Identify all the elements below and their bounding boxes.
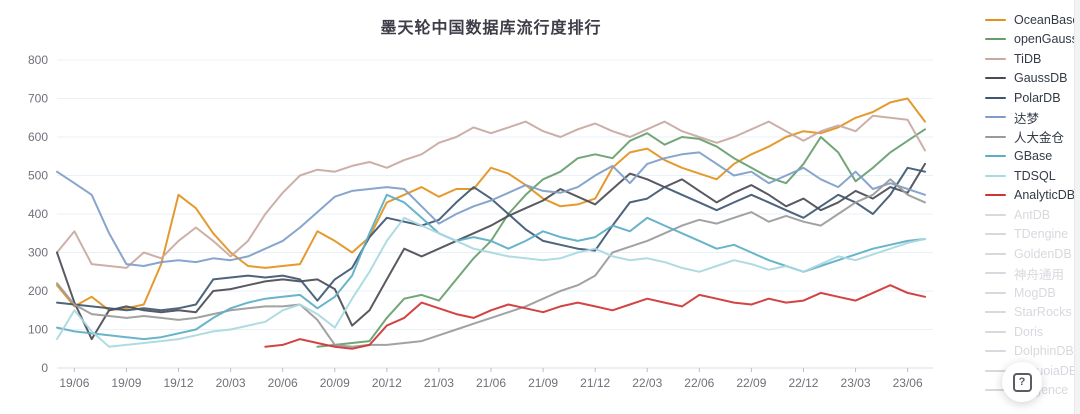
legend-swatch <box>985 194 1006 197</box>
series-line-OceanBase[interactable] <box>56 97 926 312</box>
legend-item-OceanBase[interactable]: OceanBase <box>985 10 1080 30</box>
y-axis-tick-label: 800 <box>28 53 48 67</box>
legend-item-神舟通用[interactable]: 神舟通用 <box>985 264 1077 284</box>
x-axis-tick-label: 19/06 <box>59 376 89 390</box>
series-line-AnalyticDB[interactable] <box>264 284 926 350</box>
legend-label: DolphinDB <box>1014 344 1074 359</box>
legend-swatch <box>985 77 1006 80</box>
legend-item-GBase[interactable]: GBase <box>985 147 1077 167</box>
series-line-openGauss[interactable] <box>316 128 926 348</box>
legend-swatch <box>985 155 1006 158</box>
legend-label: AnalyticDB <box>1014 188 1076 203</box>
legend-label: GaussDB <box>1014 71 1068 86</box>
legend-item-TDSQL[interactable]: TDSQL <box>985 166 1077 186</box>
legend-label: GoldenDB <box>1014 246 1072 261</box>
legend-swatch <box>985 330 1006 333</box>
legend-label: GBase <box>1014 149 1053 164</box>
legend-item-DolphinDB[interactable]: DolphinDB <box>985 342 1077 362</box>
legend-label: openGauss <box>1014 32 1078 47</box>
x-axis-tick-label: 22/12 <box>788 376 818 390</box>
legend-swatch <box>985 369 1006 372</box>
x-axis-tick-label: 20/03 <box>216 376 246 390</box>
legend-item-MogDB[interactable]: MogDB <box>985 283 1077 303</box>
legend-swatch <box>985 272 1006 275</box>
legend-item-TDengine[interactable]: TDengine <box>985 225 1077 245</box>
legend-label: TiDB <box>1014 51 1042 66</box>
legend-swatch <box>985 350 1006 353</box>
x-axis-tick-label: 19/12 <box>164 376 194 390</box>
y-axis-tick-label: 0 <box>41 361 48 375</box>
legend-label: TDSQL <box>1014 168 1056 183</box>
x-axis-tick-label: 21/06 <box>476 376 506 390</box>
legend-swatch <box>985 135 1006 138</box>
legend-label: 达梦 <box>1014 111 1040 126</box>
series-line-TiDB[interactable] <box>56 114 926 269</box>
legend-item-StarRocks[interactable]: StarRocks <box>985 303 1077 323</box>
legend-item-人大金仓[interactable]: 人大金仓 <box>985 127 1077 147</box>
x-axis-tick-label: 22/06 <box>684 376 714 390</box>
legend-swatch <box>985 252 1006 255</box>
series-line-PolarDB[interactable] <box>56 166 926 312</box>
legend-swatch <box>985 233 1006 236</box>
x-axis-tick-label: 21/03 <box>424 376 454 390</box>
legend-item-PolarDB[interactable]: PolarDB <box>985 88 1077 108</box>
legend-item-openGauss[interactable]: openGauss <box>985 30 1078 50</box>
legend-label: TDengine <box>1014 227 1069 242</box>
legend-swatch <box>985 38 1006 41</box>
series-line-GBase[interactable] <box>56 193 926 341</box>
legend-swatch <box>985 96 1006 99</box>
legend-label: MogDB <box>1014 285 1056 300</box>
x-axis-tick-label: 20/12 <box>372 376 402 390</box>
legend-label: StarRocks <box>1014 305 1072 320</box>
page-scrollbar[interactable] <box>1074 0 1080 414</box>
series-line-人大金仓[interactable] <box>56 178 926 348</box>
series-line-TDSQL[interactable] <box>56 216 926 348</box>
x-axis-tick-label: 19/09 <box>111 376 141 390</box>
x-axis-tick-label: 23/03 <box>841 376 871 390</box>
series-line-GaussDB[interactable] <box>56 162 926 341</box>
x-axis-tick-label: 21/12 <box>580 376 610 390</box>
chart-title: 墨天轮中国数据库流行度排行 <box>380 20 602 37</box>
series-line-达梦[interactable] <box>56 151 926 267</box>
legend-label: 神舟通用 <box>1014 267 1065 282</box>
y-axis-tick-label: 700 <box>28 92 48 106</box>
legend-label: 人大金仓 <box>1014 131 1065 146</box>
x-axis-tick-label: 21/09 <box>528 376 558 390</box>
help-button[interactable]: ? <box>1002 362 1042 402</box>
legend-swatch <box>985 311 1006 314</box>
y-axis-tick-label: 300 <box>28 246 48 260</box>
legend-item-AnalyticDB[interactable]: AnalyticDB <box>985 186 1077 206</box>
x-axis-tick-label: 22/03 <box>632 376 662 390</box>
legend-item-Doris[interactable]: Doris <box>985 322 1077 342</box>
x-axis-tick-label: 20/09 <box>320 376 350 390</box>
legend-label: PolarDB <box>1014 90 1061 105</box>
y-axis-tick-label: 600 <box>28 130 48 144</box>
legend-swatch <box>985 57 1006 60</box>
legend-item-AntDB[interactable]: AntDB <box>985 205 1077 225</box>
legend-item-GoldenDB[interactable]: GoldenDB <box>985 244 1077 264</box>
chart-legend: OceanBase openGauss TiDB GaussDB PolarDB 达梦人大… <box>985 10 1080 400</box>
legend-swatch <box>985 18 1006 21</box>
legend-label: OceanBase <box>1014 12 1080 27</box>
legend-label: AntDB <box>1014 207 1051 222</box>
legend-swatch <box>985 174 1006 177</box>
legend-swatch <box>985 116 1006 119</box>
chart-canvas[interactable]: 0 100 200 300 400 500 600 700 800 19/06 19/09 19/12… <box>0 0 970 414</box>
question-mark-icon: ? <box>1012 372 1032 392</box>
x-axis-tick-label: 23/06 <box>893 376 923 390</box>
legend-item-GaussDB[interactable]: GaussDB <box>985 69 1077 89</box>
y-axis-tick-label: 100 <box>28 323 48 337</box>
x-axis-tick-label: 20/06 <box>268 376 298 390</box>
y-axis-tick-label: 500 <box>28 169 48 183</box>
legend-label: Doris <box>1014 324 1044 339</box>
legend-swatch <box>985 291 1006 294</box>
x-axis-tick-label: 22/09 <box>736 376 766 390</box>
y-axis-tick-label: 200 <box>28 284 48 298</box>
legend-swatch <box>985 389 1006 392</box>
legend-item-达梦[interactable]: 达梦 <box>985 108 1077 128</box>
y-axis-tick-label: 400 <box>28 207 48 221</box>
legend-swatch <box>985 213 1006 216</box>
legend-item-TiDB[interactable]: TiDB <box>985 49 1077 69</box>
